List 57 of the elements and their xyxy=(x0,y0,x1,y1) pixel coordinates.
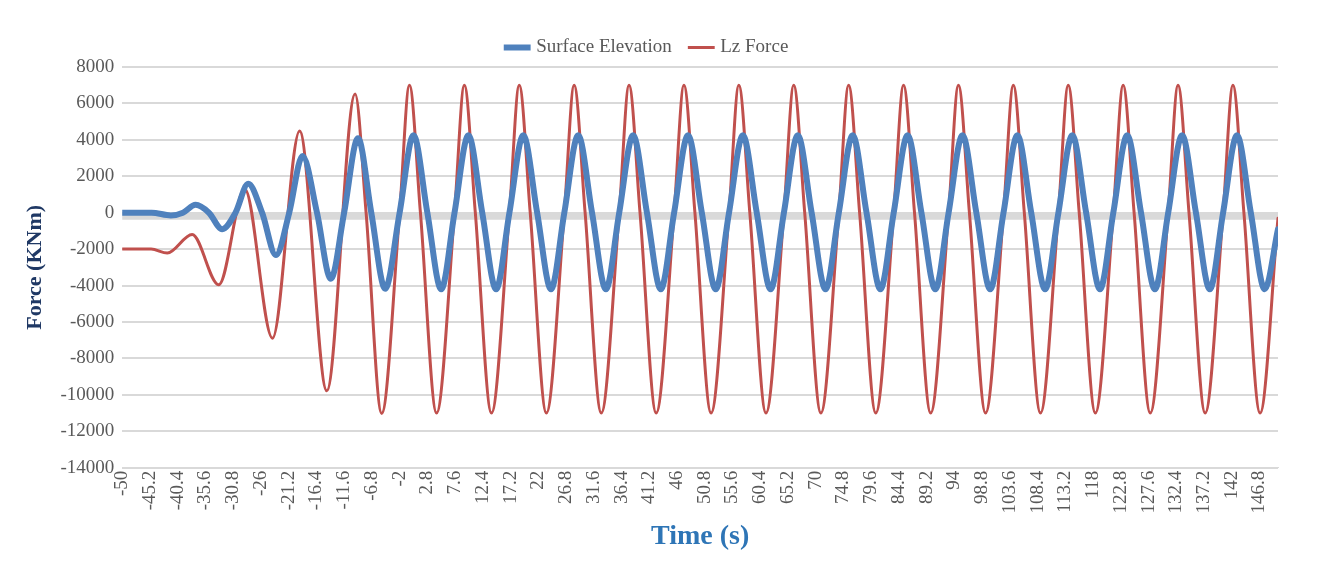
legend-label: Surface Elevation xyxy=(536,35,673,57)
x-tick-label: -2 xyxy=(387,470,409,487)
y-tick-label: 0 xyxy=(104,200,115,222)
y-tick-label: 2000 xyxy=(76,164,115,186)
x-tick-label: 70 xyxy=(803,470,825,490)
x-tick-label: 108.4 xyxy=(1025,470,1047,514)
y-tick-label: -6000 xyxy=(69,309,115,331)
x-tick-label: 103.6 xyxy=(997,470,1019,514)
x-tick-label: -6.8 xyxy=(359,470,381,501)
x-tick-label: 146.8 xyxy=(1247,470,1269,514)
y-tick-label: -14000 xyxy=(60,455,115,477)
x-tick-label: 118 xyxy=(1081,470,1103,499)
x-tick-label: 74.8 xyxy=(831,470,853,504)
x-tick-label: 12.4 xyxy=(470,470,492,504)
x-tick-label: -26 xyxy=(248,470,270,496)
x-tick-label: 41.2 xyxy=(637,470,659,504)
x-tick-label: 89.2 xyxy=(914,470,936,504)
x-tick-label: -21.2 xyxy=(276,470,298,511)
x-tick-label: 127.6 xyxy=(1136,470,1158,514)
x-tick-label: 17.2 xyxy=(498,470,520,504)
x-tick-label: 2.8 xyxy=(415,470,437,495)
y-tick-label: -10000 xyxy=(60,382,115,404)
x-tick-label: -11.6 xyxy=(332,470,354,510)
y-tick-label: 6000 xyxy=(76,91,115,113)
x-tick-label: 137.2 xyxy=(1192,470,1214,514)
x-tick-label: 122.8 xyxy=(1108,470,1130,514)
x-tick-label: 142 xyxy=(1219,470,1241,500)
x-tick-label: 50.8 xyxy=(692,470,714,504)
x-tick-label: 7.6 xyxy=(443,470,465,495)
x-tick-label: 132.4 xyxy=(1164,470,1186,514)
legend-label: Lz Force xyxy=(720,35,789,57)
x-tick-label: 36.4 xyxy=(609,470,631,504)
x-tick-label: 98.8 xyxy=(970,470,992,504)
y-tick-label: -2000 xyxy=(69,237,115,259)
x-tick-label: 46 xyxy=(664,470,686,490)
x-tick-label: 31.6 xyxy=(581,470,603,504)
x-tick-label: 22 xyxy=(526,470,548,490)
x-axis-title: Time (s) xyxy=(650,519,750,551)
y-tick-label: 4000 xyxy=(76,127,115,149)
y-tick-label: -12000 xyxy=(60,419,115,441)
x-tick-label: -40.4 xyxy=(165,470,187,511)
y-tick-label: -4000 xyxy=(69,273,115,295)
x-tick-label: 60.4 xyxy=(748,470,770,504)
x-tick-label: 26.8 xyxy=(554,470,576,504)
x-tick-label: 79.6 xyxy=(859,470,881,504)
x-tick-label: 65.2 xyxy=(775,470,797,504)
x-tick-label: -35.6 xyxy=(193,470,215,511)
x-tick-label: -16.4 xyxy=(304,470,326,511)
x-tick-label: 94 xyxy=(942,470,964,490)
y-tick-label: -8000 xyxy=(69,346,115,368)
x-tick-label: 55.6 xyxy=(720,470,742,504)
x-tick-label: 113.2 xyxy=(1053,470,1075,513)
y-axis-title: Force (KNm) xyxy=(20,204,46,330)
y-tick-label: 8000 xyxy=(76,54,115,76)
x-tick-label: 84.4 xyxy=(886,470,908,504)
x-tick-label: -30.8 xyxy=(221,470,243,511)
x-tick-label: -45.2 xyxy=(137,470,159,511)
